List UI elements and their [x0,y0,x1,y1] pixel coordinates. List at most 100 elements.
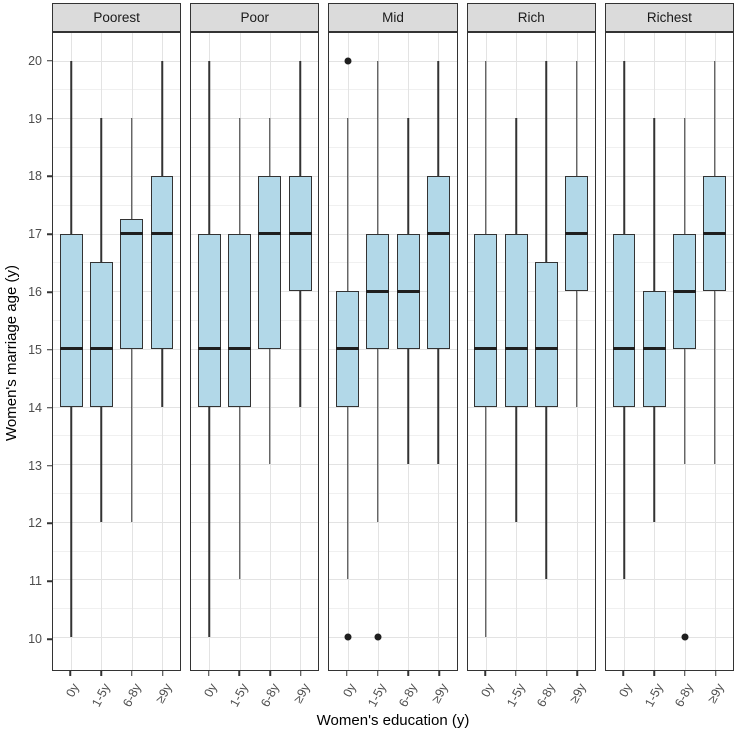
x-tick-mark [300,671,302,676]
x-axis-richest: 0y 1-5y 6-8y ≥9y [605,671,734,715]
x-tick-mark [131,671,133,676]
x-tick-label-text: ≥9y [152,681,175,706]
y-tick-mark [47,464,52,467]
y-tick-label: 12 [28,516,42,531]
median-line [366,289,390,293]
gridline-major [467,348,595,350]
gridline-minor [53,550,181,552]
y-tick-mark [47,60,52,62]
gridline-major [191,291,319,293]
x-tick-mark [161,671,164,676]
gridline-major [467,233,595,235]
x-tick-mark [545,671,548,676]
box [612,233,636,407]
gridline-major [191,175,319,177]
gridline-major [467,579,595,581]
gridline-major [191,60,319,62]
median-line [90,347,113,351]
box [197,233,221,407]
gridline-minor [329,550,457,552]
x-tick-label-text: 1-5y [89,681,113,710]
gridline-minor [53,320,181,322]
gridline-major [329,406,457,408]
gridline-major [329,464,457,466]
x-tick-label-text: 6-8y [534,681,559,710]
y-tick-label: 17 [28,227,42,242]
median-line [474,347,498,351]
x-axis-rich: 0y 1-5y 6-8y ≥9y [467,671,596,715]
x-tick-label-text: 1-5y [365,681,390,710]
gridline-minor [467,204,595,206]
box [426,175,450,349]
facet-mid: Mid 0y 1-5y 6-8y ≥9y [328,3,458,715]
facet-panel-richest [604,32,735,671]
gridline-minor [605,550,734,552]
gridline-minor [191,204,319,206]
gridline-minor [53,89,181,91]
gridline-minor [53,377,181,379]
gridline-minor [467,493,595,495]
x-tick-label-text: ≥9y [705,681,728,706]
median-line [288,232,312,236]
y-tick-mark [47,233,52,235]
gridline-minor [329,320,457,322]
gridline-minor [53,204,181,206]
box [534,262,558,407]
x-tick-mark [515,671,517,676]
x-tick-mark [269,671,271,676]
median-line [396,289,420,293]
gridline-major [329,637,457,639]
y-tick-label: 10 [28,632,42,647]
x-tick-label-text: 6-8y [119,681,144,710]
box [120,219,144,349]
facet-panel-poor [190,32,320,671]
x-tick-mark [576,671,579,676]
x-tick-label-text: 1-5y [641,681,666,710]
x-tick-mark [438,671,440,676]
median-line [612,347,636,351]
y-tick-mark [47,580,52,582]
gridline-minor [191,262,319,264]
x-tick-label-text: 0y [201,681,221,700]
gridline-major [329,521,457,523]
x-tick-label-text: 0y [339,681,359,700]
facet-poor: Poor 0y 1-5y 6-8y ≥9y [190,3,320,715]
outlier-point [681,633,689,641]
median-line [197,347,221,351]
y-tick-label: 14 [28,400,42,415]
gridline-minor [605,147,734,149]
gridline-major [467,60,595,62]
gridline-minor [467,147,595,149]
gridline-major [605,175,734,177]
gridline-minor [191,493,319,495]
gridline-minor [191,89,319,91]
facet-richest: Richest 0y 1-5y 6-8y ≥9y [604,3,735,715]
median-line [258,232,282,236]
gridline-minor [605,204,734,206]
x-tick-label-text: 0y [63,681,83,700]
gridline-major [53,464,181,466]
gridline-major [53,406,181,408]
gridline-major [53,175,181,177]
gridline-minor [467,608,595,610]
gridline-major [467,464,595,466]
box [474,233,498,407]
y-tick-mark [47,175,52,178]
gridline-major [191,579,319,581]
gridline-minor [191,147,319,149]
y-tick-label: 13 [28,458,42,473]
x-tick-mark [100,671,102,676]
x-axis-title: Women's education (y) [316,712,470,729]
facet-strip-mid: Mid [328,3,458,32]
gridline-major [467,637,595,639]
x-tick-label-text: 6-8y [672,681,697,710]
outlier-point [344,633,352,641]
gridline-minor [605,262,734,264]
gridline-minor [605,493,734,495]
gridline-major [53,60,181,62]
gridline-minor [605,89,734,91]
y-tick-label: 19 [28,111,42,126]
box [150,175,174,349]
gridline-major [467,291,595,293]
